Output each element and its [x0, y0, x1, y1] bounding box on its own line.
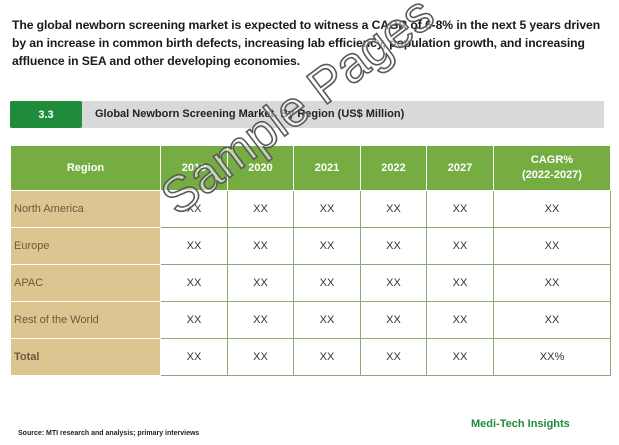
- value-cell: XX: [227, 190, 294, 228]
- header-2020: 2020: [227, 145, 294, 191]
- value-cell: XX: [227, 338, 294, 376]
- value-cell: XX: [360, 190, 427, 228]
- value-cell: XX: [160, 338, 228, 376]
- header-cagr-period: (2022-2027): [522, 169, 582, 181]
- region-cell: North America: [10, 190, 161, 228]
- table-row: Europe XX XX XX XX XX XX: [10, 227, 611, 265]
- value-cell: XX: [160, 264, 228, 302]
- value-cell: XX: [426, 301, 494, 339]
- value-cell: XX%: [493, 338, 611, 376]
- table-row: APAC XX XX XX XX XX XX: [10, 264, 611, 302]
- header-region: Region: [10, 145, 161, 191]
- value-cell: XX: [160, 227, 228, 265]
- value-cell: XX: [426, 264, 494, 302]
- value-cell: XX: [493, 227, 611, 265]
- header-2022: 2022: [360, 145, 427, 191]
- brand-logo-text: Medi-Tech Insights: [471, 418, 570, 430]
- section-header-bar: 3.3 Global Newborn Screening Market, By …: [10, 101, 604, 128]
- header-2019: 2019: [160, 145, 228, 191]
- value-cell: XX: [293, 301, 361, 339]
- value-cell: XX: [493, 190, 611, 228]
- header-2027: 2027: [426, 145, 494, 191]
- value-cell: XX: [360, 301, 427, 339]
- value-cell: XX: [493, 301, 611, 339]
- value-cell: XX: [160, 301, 228, 339]
- value-cell: XX: [360, 227, 427, 265]
- value-cell: XX: [293, 227, 361, 265]
- section-title: Global Newborn Screening Market, By Regi…: [95, 108, 405, 120]
- value-cell: XX: [426, 227, 494, 265]
- section-number-badge: 3.3: [10, 101, 82, 128]
- region-cell: Europe: [10, 227, 161, 265]
- table-header-row: Region 2019 2020 2021 2022 2027 CAGR% (2…: [10, 145, 611, 191]
- header-2021: 2021: [293, 145, 361, 191]
- value-cell: XX: [227, 227, 294, 265]
- region-cell: APAC: [10, 264, 161, 302]
- region-cell: Rest of the World: [10, 301, 161, 339]
- header-cagr-label: CAGR%: [530, 154, 574, 166]
- header-cagr: CAGR% (2022-2027): [493, 145, 611, 191]
- region-cell-total: Total: [10, 338, 161, 376]
- value-cell: XX: [493, 264, 611, 302]
- value-cell: XX: [227, 264, 294, 302]
- value-cell: XX: [293, 264, 361, 302]
- table-row-total: Total XX XX XX XX XX XX%: [10, 338, 611, 376]
- value-cell: XX: [360, 264, 427, 302]
- value-cell: XX: [360, 338, 427, 376]
- table-row: North America XX XX XX XX XX XX: [10, 190, 611, 228]
- value-cell: XX: [293, 338, 361, 376]
- value-cell: XX: [426, 338, 494, 376]
- value-cell: XX: [426, 190, 494, 228]
- value-cell: XX: [293, 190, 361, 228]
- region-market-table: Region 2019 2020 2021 2022 2027 CAGR% (2…: [10, 145, 611, 376]
- intro-paragraph: The global newborn screening market is e…: [12, 18, 601, 68]
- value-cell: XX: [160, 190, 228, 228]
- value-cell: XX: [227, 301, 294, 339]
- source-note: Source: MTI research and analysis; prima…: [18, 430, 200, 437]
- table-row: Rest of the World XX XX XX XX XX XX: [10, 301, 611, 339]
